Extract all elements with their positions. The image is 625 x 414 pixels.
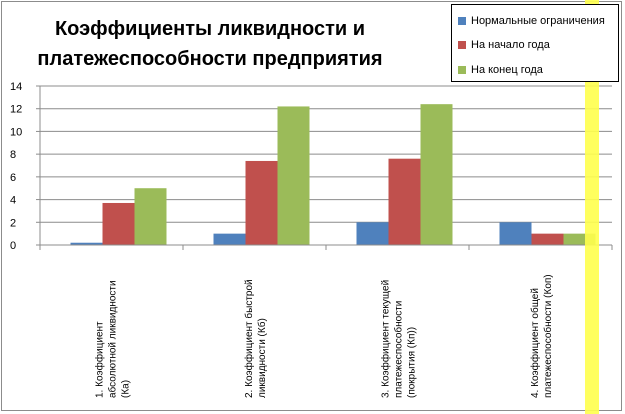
bar <box>213 233 246 245</box>
bar <box>420 104 453 246</box>
y-tick-label: 0 <box>10 240 16 252</box>
x-category-label: 1. Коэффициент <box>94 321 106 398</box>
legend-label-normal: Нормальные ограничения <box>471 15 605 27</box>
bar <box>388 158 421 245</box>
chart-title: Коэффициенты ликвидности и платежеспособ… <box>10 14 410 74</box>
x-category-label: 4. Коэффициент общей <box>529 288 541 398</box>
y-tick-label: 2 <box>10 217 16 229</box>
legend-item-end: На конец года <box>458 63 543 77</box>
x-category-label: ликвидности (Кб) <box>256 318 268 398</box>
chart-title-line-2: платежеспособности предприятия <box>37 48 383 70</box>
y-tick-label: 14 <box>10 81 22 93</box>
legend-swatch-start <box>458 41 466 49</box>
chart-title-line-1: Коэффициенты ликвидности и <box>54 18 366 40</box>
y-tick-label: 8 <box>10 149 16 161</box>
legend-label-start: На начало года <box>471 39 550 51</box>
x-category-label: 3. Коэффициент текущей <box>380 280 392 398</box>
legend-swatch-normal <box>458 17 466 25</box>
bar <box>245 160 278 245</box>
bar <box>70 242 103 245</box>
x-category-label: платежеспособности (Коп) <box>542 274 554 398</box>
bar <box>531 233 564 245</box>
legend-item-normal: Нормальные ограничения <box>458 14 605 28</box>
bar <box>499 222 532 245</box>
x-category-label: абсолютной ликвидности <box>107 280 119 398</box>
x-category-label: платежеспособности <box>393 301 405 398</box>
chart-legend: Нормальные ограничения На начало года На… <box>451 4 619 82</box>
bar <box>102 202 135 245</box>
y-tick-label: 10 <box>10 126 22 138</box>
bar <box>356 222 389 245</box>
x-category-label: (покрытия (Кп)) <box>407 327 418 398</box>
x-category-label: (Ка) <box>121 380 132 398</box>
y-tick-label: 4 <box>10 195 16 207</box>
bar <box>277 106 310 245</box>
legend-swatch-end <box>458 66 466 74</box>
legend-label-end: На конец года <box>471 64 543 76</box>
y-tick-label: 6 <box>10 172 16 184</box>
bar <box>134 188 167 245</box>
highlight-stripe <box>585 0 599 414</box>
y-tick-label: 12 <box>10 104 22 116</box>
x-category-label: 2. Коэффициент быстрой <box>243 279 255 398</box>
legend-item-start: На начало года <box>458 38 550 52</box>
bar <box>563 233 596 245</box>
